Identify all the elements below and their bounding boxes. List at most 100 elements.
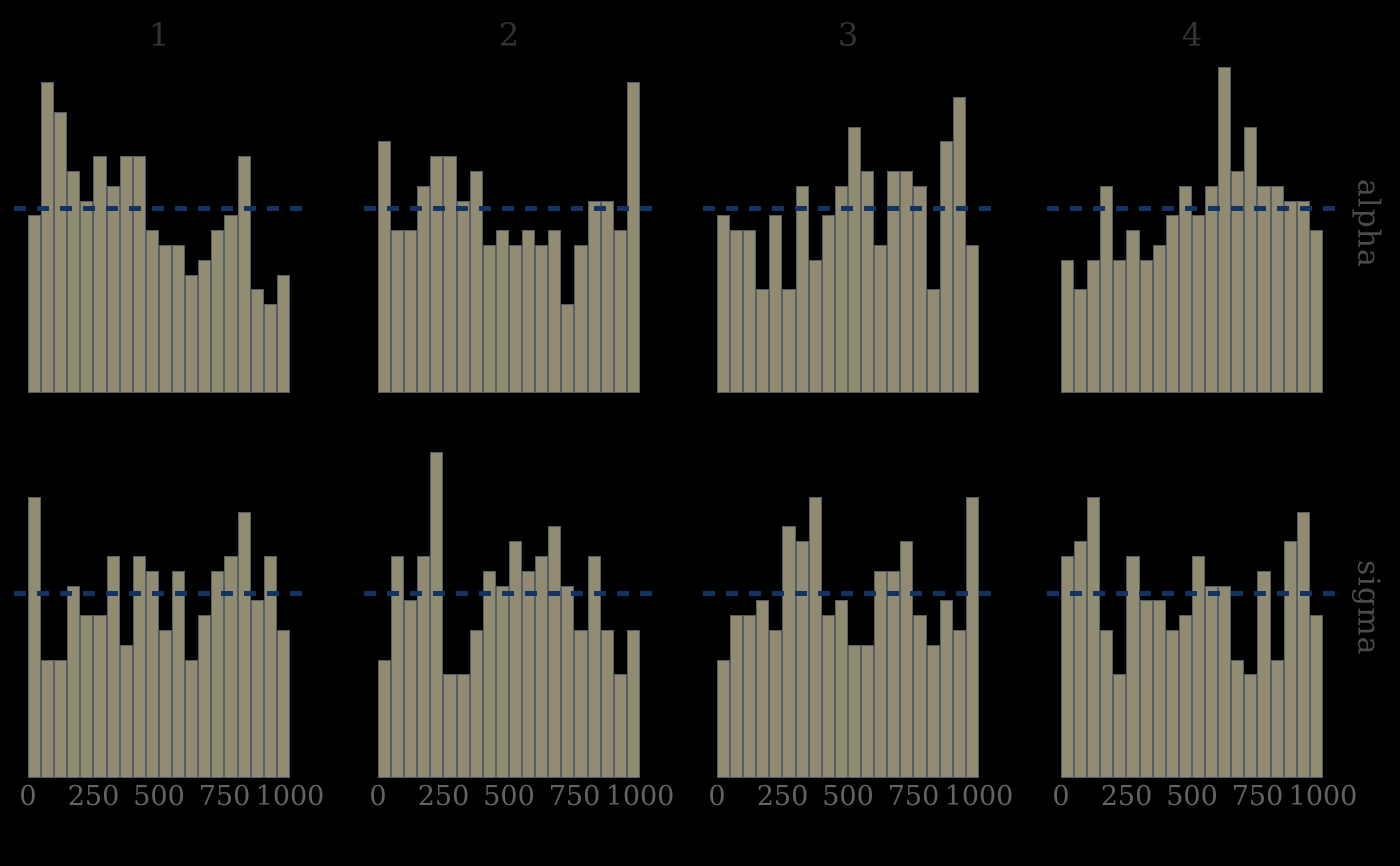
x-tick-label: 500 [822,781,874,812]
histogram-bar [237,511,251,778]
histogram-bar [1244,674,1258,778]
histogram-bar [224,556,238,778]
histogram-bar [900,541,914,778]
histogram-bar [1139,259,1153,393]
histogram-bar [1139,600,1153,778]
histogram-bar [1165,630,1179,778]
x-tick-label: 0 [19,781,37,812]
x-tick-label: 500 [483,781,535,812]
histogram-bar [1061,556,1075,778]
histogram-bar [28,496,42,778]
histogram-bar [730,230,744,393]
histogram-bar [1205,585,1219,778]
histogram-bar [1257,570,1271,778]
histogram-bars [378,53,640,393]
histogram-bar [535,556,549,778]
histogram-bar [391,556,405,778]
histogram-bar [743,615,757,778]
histogram-bars [28,438,290,778]
histogram-bar [67,585,81,778]
x-tick-label: 1000 [1288,781,1358,812]
histogram-bar [939,600,953,778]
histogram-bar [132,156,146,393]
histogram-bar [54,111,68,393]
histogram-bar [185,659,199,778]
histogram-bar [417,556,431,778]
x-tick-label: 250 [1100,781,1153,812]
x-tick-label: 250 [67,781,120,812]
x-tick-label: 250 [417,781,470,812]
histogram-bar [965,245,979,393]
histogram-bar [508,245,523,393]
histogram-bar [1231,659,1245,778]
histogram-bar [808,496,822,778]
histogram-bar [626,630,640,778]
histogram-bar [1218,585,1232,778]
histogram-bar [172,570,186,778]
x-tick-label: 1000 [605,781,675,812]
histogram-bar [456,200,470,393]
x-tick-label: 750 [198,781,251,812]
histogram-bar [834,185,848,393]
histogram-bar [158,630,173,778]
x-tick-label: 0 [708,781,726,812]
histogram-bar [211,230,225,393]
uniform-reference-line [364,590,654,596]
histogram-bar [1152,600,1166,778]
uniform-reference-line [364,205,654,211]
histogram-bar [211,570,225,778]
histogram-bar [1126,556,1140,778]
rank-histogram-panel-sigma-3 [703,438,993,778]
histogram-bar [1100,630,1114,778]
histogram-bar [1205,185,1219,393]
x-tick-label: 1000 [255,781,325,812]
rank-histogram-panel-alpha-2 [364,53,654,393]
histogram-bar [145,570,159,778]
histogram-bar [1231,171,1245,393]
histogram-bar [1061,259,1075,393]
histogram-bar [41,82,55,393]
histogram-bar [522,230,536,393]
histogram-bar [198,259,212,393]
histogram-bar [600,630,614,778]
histogram-bar [717,215,731,393]
histogram-bar [172,245,186,393]
histogram-bar [926,644,940,778]
histogram-bar [717,659,731,778]
histogram-bar [430,452,444,778]
histogram-bar [276,274,290,393]
x-axis-tick-row-3: 0 250 500 750 1000 [708,781,1013,818]
histogram-bar [1309,615,1323,778]
histogram-bar [834,600,848,778]
histogram-bar [952,97,966,393]
histogram-bar [276,630,290,778]
x-axis-tick-row-1: 0 250 500 750 1000 [19,781,324,818]
histogram-bar [482,570,496,778]
x-tick-label: 750 [887,781,940,812]
histogram-bar [443,156,457,393]
histogram-bar [250,289,264,393]
histogram-bar [847,644,862,778]
histogram-bar [587,556,601,778]
histogram-bar [93,615,107,778]
histogram-bar [28,215,42,393]
histogram-bar [1165,215,1179,393]
x-tick-label: 250 [756,781,809,812]
histogram-bar [587,200,601,393]
histogram-bar [874,245,888,393]
histogram-bar [250,600,264,778]
histogram-bar [613,674,627,778]
histogram-bar [548,230,562,393]
histogram-bar [54,659,68,778]
uniform-reference-line [703,205,993,211]
rank-histogram-panel-sigma-4 [1047,438,1337,778]
histogram-bar [1074,289,1088,393]
histogram-bar [1296,511,1310,778]
histogram-bar [808,259,822,393]
histogram-bar [482,245,496,393]
histogram-bar [417,185,431,393]
histogram-bar [1270,185,1284,393]
histogram-bar [469,171,483,393]
histogram-bar [404,230,418,393]
histogram-bar [861,644,875,778]
